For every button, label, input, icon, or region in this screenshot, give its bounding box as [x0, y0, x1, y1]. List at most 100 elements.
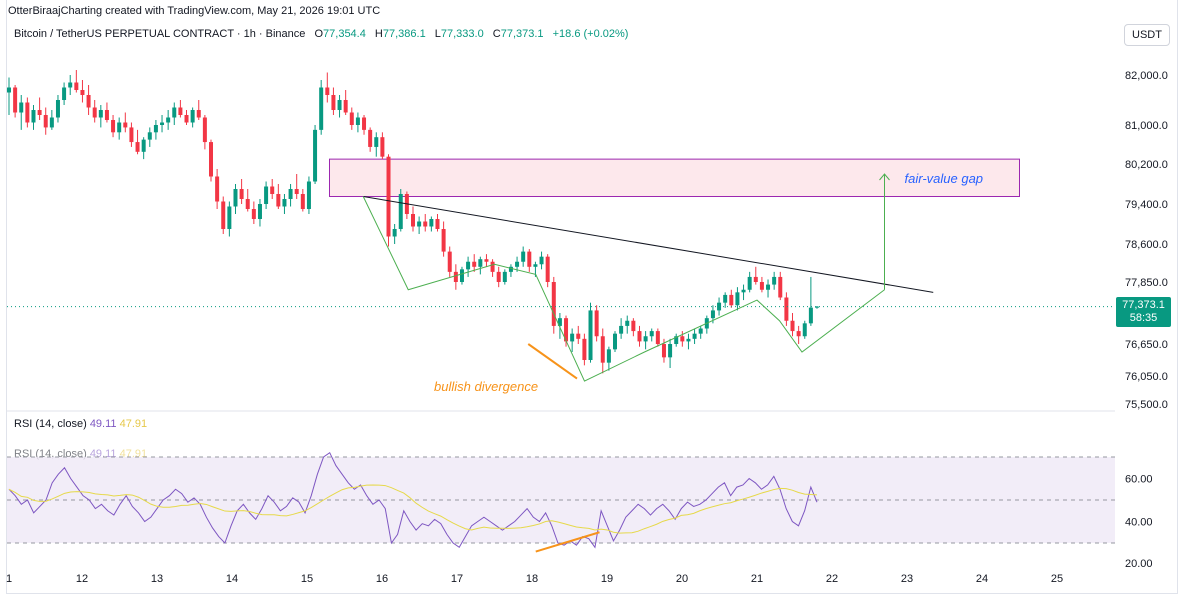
candle-body — [772, 276, 777, 285]
candle-body — [343, 100, 348, 113]
candle-body — [435, 219, 440, 229]
price-tick-label: 82,000.0 — [1125, 70, 1168, 82]
candle-body — [521, 251, 526, 262]
price-tick-label: 81,000.0 — [1125, 120, 1168, 132]
divergence-rsi-line — [535, 531, 600, 553]
candle-body — [178, 107, 183, 115]
close-value: 77,373.1 — [500, 28, 544, 40]
open-value: 77,354.4 — [323, 28, 366, 40]
candle-body — [172, 107, 177, 118]
candle-body — [625, 320, 630, 326]
candle-body — [802, 323, 807, 337]
change-value: +18.6 (+0.02%) — [552, 28, 629, 40]
candle-body — [680, 336, 685, 342]
candle-body — [325, 87, 330, 95]
candle-body — [508, 266, 513, 272]
candle-body — [62, 87, 67, 100]
last-price-countdown: 58:35 — [1129, 312, 1158, 324]
pattern-path — [362, 196, 885, 382]
price-tick-label: 75,500.0 — [1125, 399, 1168, 411]
candle-body — [582, 338, 587, 360]
candle-body — [557, 318, 562, 326]
candle-body — [239, 189, 244, 199]
candle-body — [747, 276, 752, 290]
candle-body — [251, 209, 256, 219]
candle-body — [668, 344, 673, 358]
candle-body — [533, 264, 538, 267]
candle-body — [545, 256, 550, 282]
candle-body — [472, 261, 477, 267]
candle-body — [674, 336, 679, 344]
candle-body — [735, 292, 740, 306]
close-label: C — [492, 28, 501, 40]
candle-body — [270, 186, 275, 194]
candle-body — [300, 194, 305, 209]
candle-body — [111, 120, 116, 133]
candle-body — [117, 122, 122, 133]
candle-body — [417, 221, 422, 227]
candle-body — [92, 107, 97, 118]
candle-body — [606, 349, 611, 363]
candle-body — [276, 194, 281, 207]
candle-body — [37, 110, 42, 115]
price-tick-label: 79,400.0 — [1125, 199, 1168, 211]
high-label: H — [374, 28, 383, 40]
divergence-price-line — [527, 343, 578, 380]
candle-body — [778, 276, 783, 298]
candle-body — [392, 229, 397, 237]
candle-body — [355, 117, 360, 125]
candle-body — [221, 201, 226, 229]
candle-body — [43, 115, 48, 128]
candle-body — [282, 199, 287, 207]
time-tick-label: 14 — [226, 573, 238, 585]
candle-body — [729, 294, 734, 306]
candle-body — [123, 122, 128, 128]
candle-body — [790, 320, 795, 332]
candle-body — [655, 331, 660, 344]
target-arrow-head — [879, 173, 890, 181]
price-tick-label: 76,050.0 — [1125, 371, 1168, 383]
rsi-ma-value: 47.91 — [119, 418, 148, 430]
candle-body — [141, 139, 146, 152]
time-tick-label: 22 — [826, 573, 838, 585]
candle-body — [741, 289, 746, 293]
candle-body — [337, 100, 342, 110]
candle-body — [484, 259, 489, 262]
candle-body — [190, 110, 195, 123]
candle-body — [135, 142, 140, 152]
rsi-tick-label: 60.00 — [1125, 474, 1153, 486]
candle-body — [631, 320, 636, 332]
candle-body — [515, 261, 520, 267]
candle-body — [202, 117, 207, 143]
time-tick-label: 18 — [526, 573, 538, 585]
fair-value-gap-box — [329, 158, 1020, 197]
currency-button[interactable]: USDT — [1124, 24, 1170, 46]
candle-body — [264, 186, 269, 204]
candle-body — [25, 102, 30, 123]
time-tick-label: 24 — [976, 573, 988, 585]
price-tick-label: 80,200.0 — [1125, 159, 1168, 171]
candle-body — [80, 90, 85, 95]
candle-body — [13, 87, 18, 113]
candle-body — [698, 328, 703, 334]
candle-body — [686, 338, 691, 342]
candle-body — [570, 333, 575, 342]
time-tick-label: 15 — [301, 573, 313, 585]
price-tick-label: 78,600.0 — [1125, 239, 1168, 251]
time-tick-label: 25 — [1051, 573, 1063, 585]
candle-body — [496, 271, 501, 282]
divergence-label: bullish divergence — [434, 379, 538, 394]
candle-body — [104, 110, 109, 120]
candle-body — [692, 333, 697, 339]
symbol-title: Bitcoin / TetherUS PERPETUAL CONTRACT · … — [14, 28, 306, 40]
candle-body — [600, 336, 605, 363]
candle-body — [723, 294, 728, 303]
candle-body — [478, 259, 483, 267]
candle-body — [19, 102, 24, 113]
price-tick-label: 76,650.0 — [1125, 339, 1168, 351]
time-tick-label: 17 — [451, 573, 463, 585]
candle-body — [490, 261, 495, 272]
candle-body — [380, 137, 385, 157]
time-tick-label: 21 — [751, 573, 763, 585]
